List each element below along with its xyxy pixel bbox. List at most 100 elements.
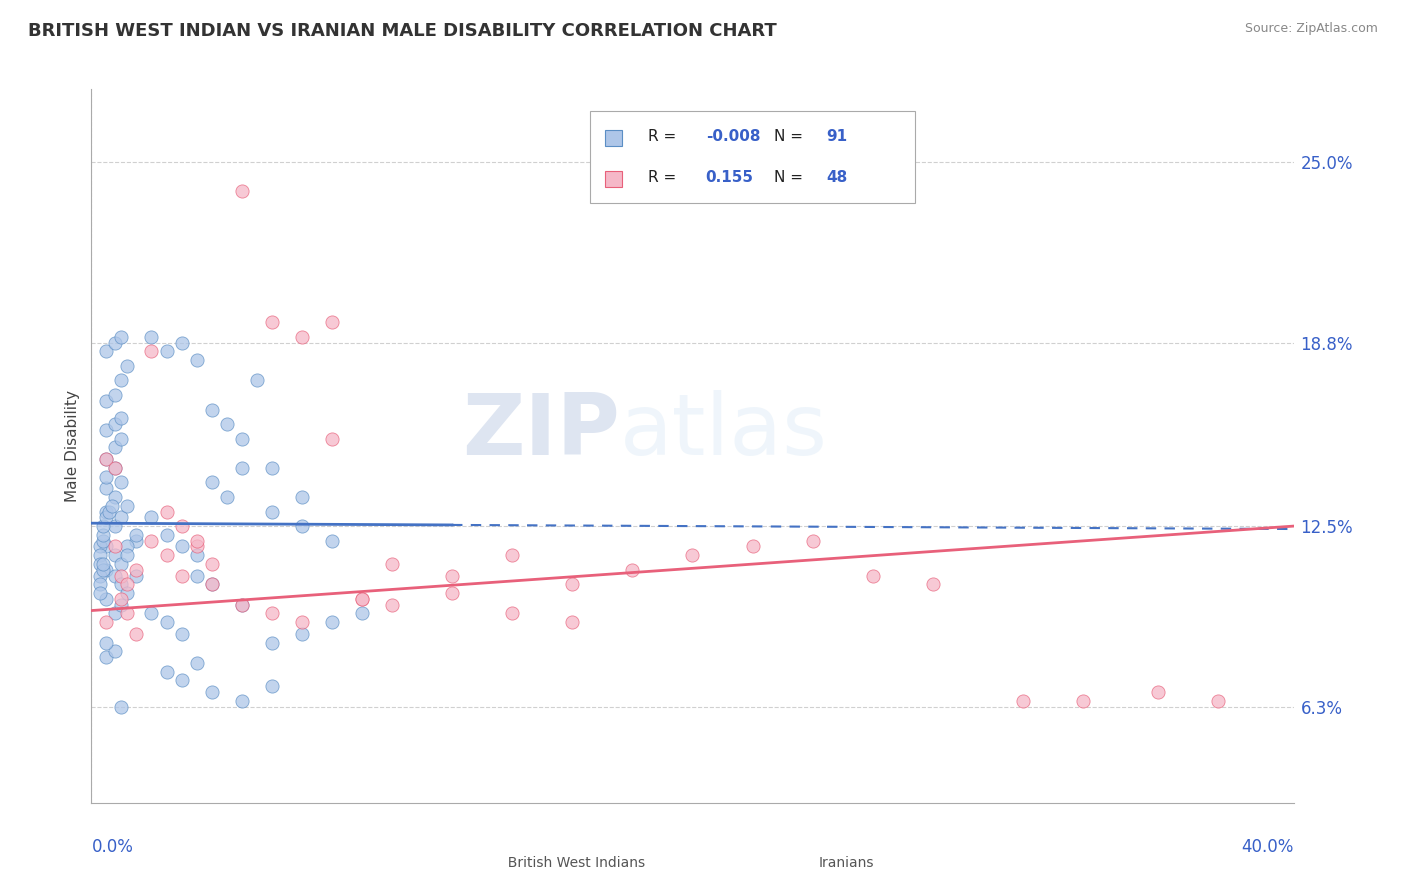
Point <box>96 423 118 437</box>
Text: atlas: atlas <box>620 390 828 474</box>
Point <box>321 615 343 630</box>
Point <box>104 441 127 455</box>
Point <box>1147 685 1170 699</box>
Point <box>260 315 283 329</box>
Point <box>89 577 111 591</box>
Y-axis label: Male Disability: Male Disability <box>65 390 80 502</box>
Point <box>93 528 115 542</box>
Point <box>170 519 193 533</box>
Point <box>201 475 224 490</box>
Text: 0.155: 0.155 <box>706 169 754 185</box>
Point <box>125 563 148 577</box>
Point <box>741 540 763 554</box>
Point <box>155 548 177 562</box>
Point <box>681 548 703 562</box>
FancyBboxPatch shape <box>591 111 915 203</box>
Point <box>101 499 124 513</box>
Point <box>291 627 314 641</box>
Text: R =: R = <box>648 129 681 145</box>
Point <box>350 591 373 606</box>
Point <box>89 540 111 554</box>
Point <box>321 533 343 548</box>
Point <box>1071 694 1094 708</box>
Point <box>104 460 127 475</box>
Point <box>291 519 314 533</box>
Point <box>215 490 238 504</box>
Point <box>201 557 224 571</box>
Text: 48: 48 <box>825 169 848 185</box>
Point <box>96 393 118 408</box>
Point <box>260 635 283 649</box>
Text: R =: R = <box>648 169 681 185</box>
Point <box>110 411 132 425</box>
Text: -0.008: -0.008 <box>706 129 761 145</box>
Point <box>104 417 127 432</box>
Point <box>104 548 127 562</box>
Point <box>1208 694 1230 708</box>
Point <box>231 460 253 475</box>
Text: Iranians: Iranians <box>818 856 875 871</box>
Text: N =: N = <box>775 129 808 145</box>
Point <box>117 540 139 554</box>
Point <box>201 685 224 699</box>
Point <box>117 548 139 562</box>
Point <box>125 627 148 641</box>
Point <box>201 577 224 591</box>
Point <box>125 568 148 582</box>
Point <box>104 607 127 621</box>
Point <box>110 475 132 490</box>
Point <box>501 607 523 621</box>
Point <box>186 540 208 554</box>
Point <box>155 344 177 359</box>
Point <box>155 504 177 518</box>
Point <box>93 519 115 533</box>
Point <box>110 374 132 388</box>
Point <box>110 557 132 571</box>
Point <box>170 627 193 641</box>
Point <box>381 598 404 612</box>
Point <box>104 519 127 533</box>
Text: 91: 91 <box>825 129 846 145</box>
Point <box>231 598 253 612</box>
Point <box>110 432 132 446</box>
Point <box>561 577 583 591</box>
Point <box>96 452 118 467</box>
Point <box>170 673 193 688</box>
Point <box>155 615 177 630</box>
Point <box>801 533 824 548</box>
Text: ZIP: ZIP <box>463 390 620 474</box>
Point <box>110 330 132 344</box>
FancyBboxPatch shape <box>605 130 621 146</box>
Point <box>215 417 238 432</box>
Point <box>246 374 269 388</box>
Point <box>186 568 208 582</box>
Point <box>155 528 177 542</box>
Point <box>170 568 193 582</box>
Point <box>96 615 118 630</box>
Point <box>141 510 163 524</box>
Point <box>89 557 111 571</box>
Point <box>440 568 463 582</box>
Point <box>96 469 118 483</box>
Text: 40.0%: 40.0% <box>1241 838 1294 855</box>
Point <box>104 568 127 582</box>
Point <box>117 359 139 373</box>
Text: BRITISH WEST INDIAN VS IRANIAN MALE DISABILITY CORRELATION CHART: BRITISH WEST INDIAN VS IRANIAN MALE DISA… <box>28 22 778 40</box>
Point <box>96 540 118 554</box>
Point <box>186 548 208 562</box>
Point <box>922 577 945 591</box>
Point <box>561 615 583 630</box>
Text: British West Indians: British West Indians <box>499 856 645 871</box>
Point <box>260 460 283 475</box>
Point <box>155 665 177 679</box>
Point <box>104 460 127 475</box>
Point <box>321 315 343 329</box>
Point <box>93 533 115 548</box>
Point <box>93 557 115 571</box>
Point <box>104 644 127 658</box>
Point <box>501 548 523 562</box>
Point <box>104 335 127 350</box>
Point <box>96 650 118 665</box>
Point <box>321 432 343 446</box>
Point <box>96 591 118 606</box>
